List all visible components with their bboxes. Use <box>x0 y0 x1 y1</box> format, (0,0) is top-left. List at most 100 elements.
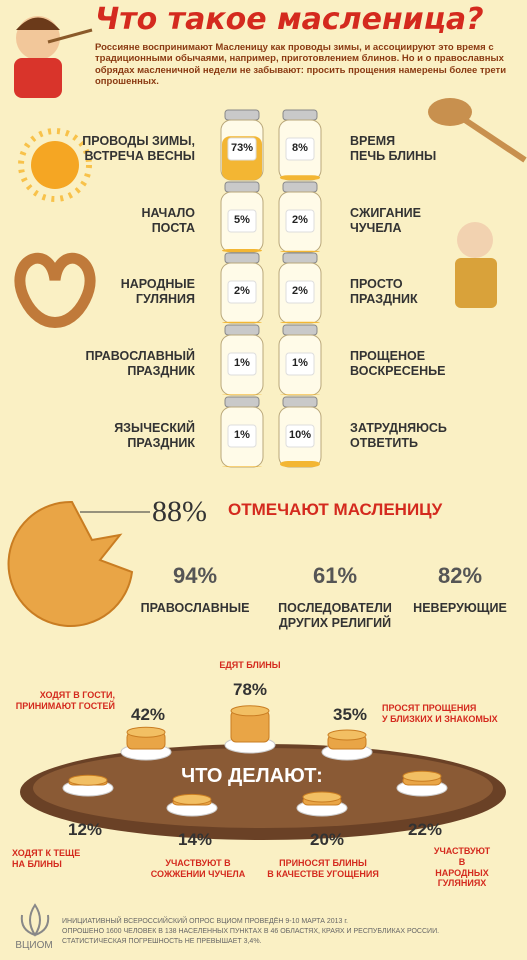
activity-percent: 22% <box>407 820 443 839</box>
jar-caption: ПРОСТО ПРАЗДНИК <box>350 277 418 306</box>
jar-label <box>285 352 315 376</box>
pancake-top <box>230 705 270 717</box>
boy-shirt <box>14 58 62 98</box>
jar-caption: ПРОВОДЫ ЗИМЫ, ВСТРЕЧА ВЕСНЫ <box>82 134 195 163</box>
activity-percent: 14% <box>177 830 213 849</box>
jar-honey <box>280 321 320 323</box>
jar-lid <box>224 396 260 408</box>
sun <box>31 141 79 189</box>
doll-body <box>455 258 497 308</box>
jar-lid <box>224 324 260 336</box>
pancake-top <box>68 774 108 786</box>
pancake-top <box>402 770 442 782</box>
activity-label: ПРИНОСЯТ БЛИНЫ В КАЧЕСТВЕ УГОЩЕНИЯ <box>267 858 379 879</box>
jar-value: 1% <box>292 357 308 369</box>
group-percent: 61% <box>312 563 358 588</box>
jar-lid <box>282 252 318 264</box>
jar-lid <box>224 181 260 193</box>
jar-value: 5% <box>234 214 250 226</box>
jar-label <box>227 280 257 304</box>
jar-label <box>227 137 257 161</box>
activity-label: ПРОСЯТ ПРОЩЕНИЯ У БЛИЗКИХ И ЗНАКОМЫХ <box>382 703 498 724</box>
jar-lid <box>224 109 260 121</box>
jar-label <box>285 209 315 233</box>
jar-value: 2% <box>234 285 250 297</box>
group-percent: 94% <box>172 563 218 588</box>
jar-honey <box>222 466 262 467</box>
activity-label: УЧАСТВУЮТ В СОЖЖЕНИИ ЧУЧЕЛА <box>150 858 246 879</box>
jar-caption: СЖИГАНИЕ ЧУЧЕЛА <box>350 206 421 235</box>
jar-lid <box>282 109 318 121</box>
pancake-top <box>172 793 212 805</box>
title: Что такое масленица? <box>95 2 484 37</box>
jar-value: 10% <box>288 429 312 441</box>
doll-head <box>457 222 493 258</box>
pancake-top <box>126 726 166 738</box>
activity-label: ХОДЯТ К ТЕЩЕ НА БЛИНЫ <box>12 848 81 869</box>
group-percent: 82% <box>437 563 483 588</box>
logo-mark <box>20 903 50 937</box>
jar-lid <box>282 324 318 336</box>
activity-percent: 35% <box>332 705 368 724</box>
table-top <box>33 748 493 828</box>
intro-text: Россияне воспринимают Масленицу как пров… <box>95 42 507 88</box>
group-label: ПРАВОСЛАВНЫЕ <box>140 601 250 615</box>
activity-percent: 42% <box>130 705 166 724</box>
jar-label <box>227 424 257 448</box>
activity-label: ЕДЯТ БЛИНЫ <box>219 660 281 670</box>
jar-caption: НАЧАЛО ПОСТА <box>141 206 195 235</box>
group-label: НЕВЕРУЮЩИЕ <box>413 601 507 615</box>
jar-value: 2% <box>292 214 308 226</box>
jar-value: 1% <box>234 429 250 441</box>
jar-honey <box>280 461 320 467</box>
group-label: ПОСЛЕДОВАТЕЛИ ДРУГИХ РЕЛИГИЙ <box>278 601 392 630</box>
jar-label <box>285 137 315 161</box>
pancake-top <box>302 791 342 803</box>
celebrate-text: ОТМЕЧАЮТ МАСЛЕНИЦУ <box>228 500 443 519</box>
boy-hair <box>16 17 60 30</box>
jar-lid <box>224 252 260 264</box>
jar-caption: ЗАТРУДНЯЮСЬ ОТВЕТИТЬ <box>350 421 447 450</box>
jar-label <box>227 209 257 233</box>
jar-caption: ПРОЩЕНОЕ ВОСКРЕСЕНЬЕ <box>350 349 446 378</box>
jar-label <box>285 424 315 448</box>
activity-percent: 78% <box>232 680 268 699</box>
footer-line: ОПРОШЕНО 1600 ЧЕЛОВЕК В 138 НАСЕЛЕННЫХ П… <box>62 928 440 935</box>
activity-percent: 12% <box>67 820 103 839</box>
jar-value: 73% <box>230 142 254 154</box>
pancake-top <box>327 729 367 741</box>
activity-label: ХОДЯТ В ГОСТИ, ПРИНИМАЮТ ГОСТЕЙ <box>15 690 115 711</box>
jar-value: 8% <box>292 142 308 154</box>
footer-line: СТАТИСТИЧЕСКАЯ ПОГРЕШНОСТЬ НЕ ПРЕВЫШАЕТ … <box>62 938 262 945</box>
activity-percent: 20% <box>309 830 345 849</box>
jar-honey <box>222 394 262 395</box>
jar-caption: ВРЕМЯ ПЕЧЬ БЛИНЫ <box>350 134 437 163</box>
jar-honey <box>280 175 320 180</box>
jar-caption: ЯЗЫЧЕСКИЙ ПРАЗДНИК <box>114 421 195 450</box>
jar-lid <box>282 181 318 193</box>
jar-honey <box>222 321 262 323</box>
logo-text: ВЦИОМ <box>15 940 53 951</box>
jar-honey <box>222 249 262 252</box>
footer-line: ИНИЦИАТИВНЫЙ ВСЕРОССИЙСКИЙ ОПРОС ВЦИОМ П… <box>62 918 348 925</box>
pretzel <box>14 252 96 328</box>
pancake <box>7 500 134 627</box>
celebrate-percent: 88% <box>152 495 207 528</box>
jar-caption: ПРАВОСЛАВНЫЙ ПРАЗДНИК <box>85 349 195 378</box>
jar-caption: НАРОДНЫЕ ГУЛЯНИЯ <box>120 277 195 306</box>
spoon-handle <box>463 117 527 163</box>
jar-honey <box>280 394 320 395</box>
jar-lid <box>282 396 318 408</box>
jar-label <box>285 280 315 304</box>
spoon <box>428 98 472 126</box>
flute <box>47 28 93 44</box>
jar-value: 2% <box>292 285 308 297</box>
sun-rays <box>18 128 92 202</box>
jar-value: 1% <box>234 357 250 369</box>
jar-honey <box>280 250 320 252</box>
jar-label <box>227 352 257 376</box>
activity-label: УЧАСТВУЮТ В НАРОДНЫХ ГУЛЯНИЯХ <box>433 846 491 889</box>
table-title: ЧТО ДЕЛАЮТ: <box>181 765 323 787</box>
